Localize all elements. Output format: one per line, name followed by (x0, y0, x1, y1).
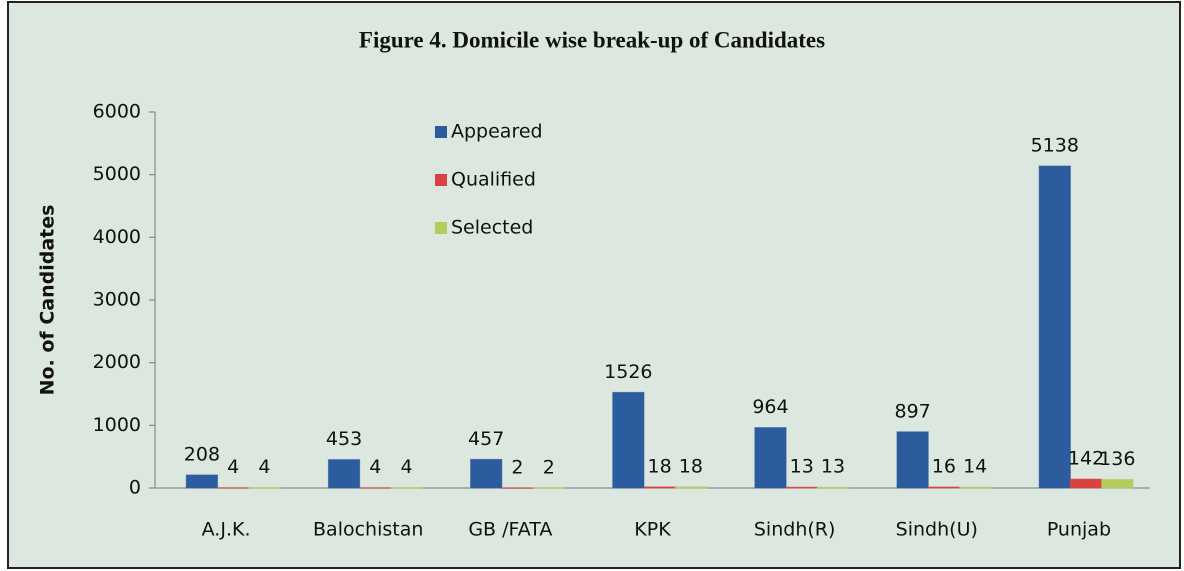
data-label: 5138 (1031, 135, 1079, 157)
legend-swatch (435, 174, 447, 186)
bar (816, 486, 850, 489)
bar (959, 486, 992, 489)
legend-swatch (435, 126, 447, 138)
chart-title: Figure 4. Domicile wise break-up of Cand… (359, 27, 825, 52)
y-tick-label: 2000 (93, 351, 141, 373)
bar (612, 391, 645, 489)
y-tick-label: 5000 (93, 163, 141, 185)
data-label: 4 (401, 456, 413, 478)
bar (754, 427, 787, 489)
data-label: 2 (543, 456, 555, 478)
data-label: 142 (1068, 448, 1104, 470)
bar (327, 459, 361, 489)
legend-label: Selected (451, 217, 533, 239)
data-label: 208 (184, 443, 220, 465)
y-axis-label: No. of Candidates (37, 205, 59, 396)
bar (185, 474, 219, 489)
bar (501, 487, 534, 489)
legend-label: Appeared (451, 121, 543, 143)
data-label: 136 (1099, 448, 1135, 470)
x-tick-label: Punjab (1047, 519, 1111, 541)
x-tick-label: Balochistan (313, 519, 423, 541)
bar (1038, 165, 1071, 489)
y-tick-label: 1000 (93, 414, 141, 436)
bar (1101, 478, 1134, 489)
bar (896, 431, 929, 489)
bar (470, 458, 503, 489)
data-label: 453 (326, 428, 362, 450)
bar (248, 487, 281, 489)
data-label: 16 (932, 455, 956, 477)
data-label: 457 (468, 428, 504, 450)
bar (927, 486, 961, 489)
x-tick-label: Sindh(R) (754, 519, 836, 541)
x-tick-label: GB /FATA (468, 519, 552, 541)
data-label: 14 (963, 456, 987, 478)
y-tick-label: 3000 (93, 289, 141, 311)
y-tick-label: 4000 (93, 226, 141, 248)
data-label: 4 (258, 456, 270, 478)
x-tick-label: Sindh(U) (896, 519, 978, 541)
x-tick-label: KPK (634, 519, 671, 541)
chart-background (7, 1, 1181, 569)
data-label: 964 (752, 396, 788, 418)
data-label: 4 (369, 456, 381, 478)
legend-label: Qualified (451, 169, 536, 191)
bar (1069, 478, 1103, 489)
bar (532, 487, 565, 489)
data-label: 13 (821, 456, 845, 478)
y-tick-label: 0 (129, 477, 141, 499)
data-label: 2 (511, 456, 523, 478)
bar (390, 487, 423, 489)
data-label: 13 (790, 456, 814, 478)
bar (674, 486, 708, 489)
bar (217, 487, 250, 489)
legend-swatch (435, 222, 447, 234)
y-tick-label: 6000 (93, 101, 141, 123)
bar (359, 487, 392, 489)
bar (785, 486, 818, 489)
data-label: 4 (227, 456, 239, 478)
data-label: 897 (894, 400, 930, 422)
data-label: 1526 (604, 361, 652, 383)
bar (643, 486, 676, 489)
data-label: 18 (679, 455, 703, 477)
data-label: 18 (648, 455, 672, 477)
x-tick-label: A.J.K. (202, 519, 251, 541)
